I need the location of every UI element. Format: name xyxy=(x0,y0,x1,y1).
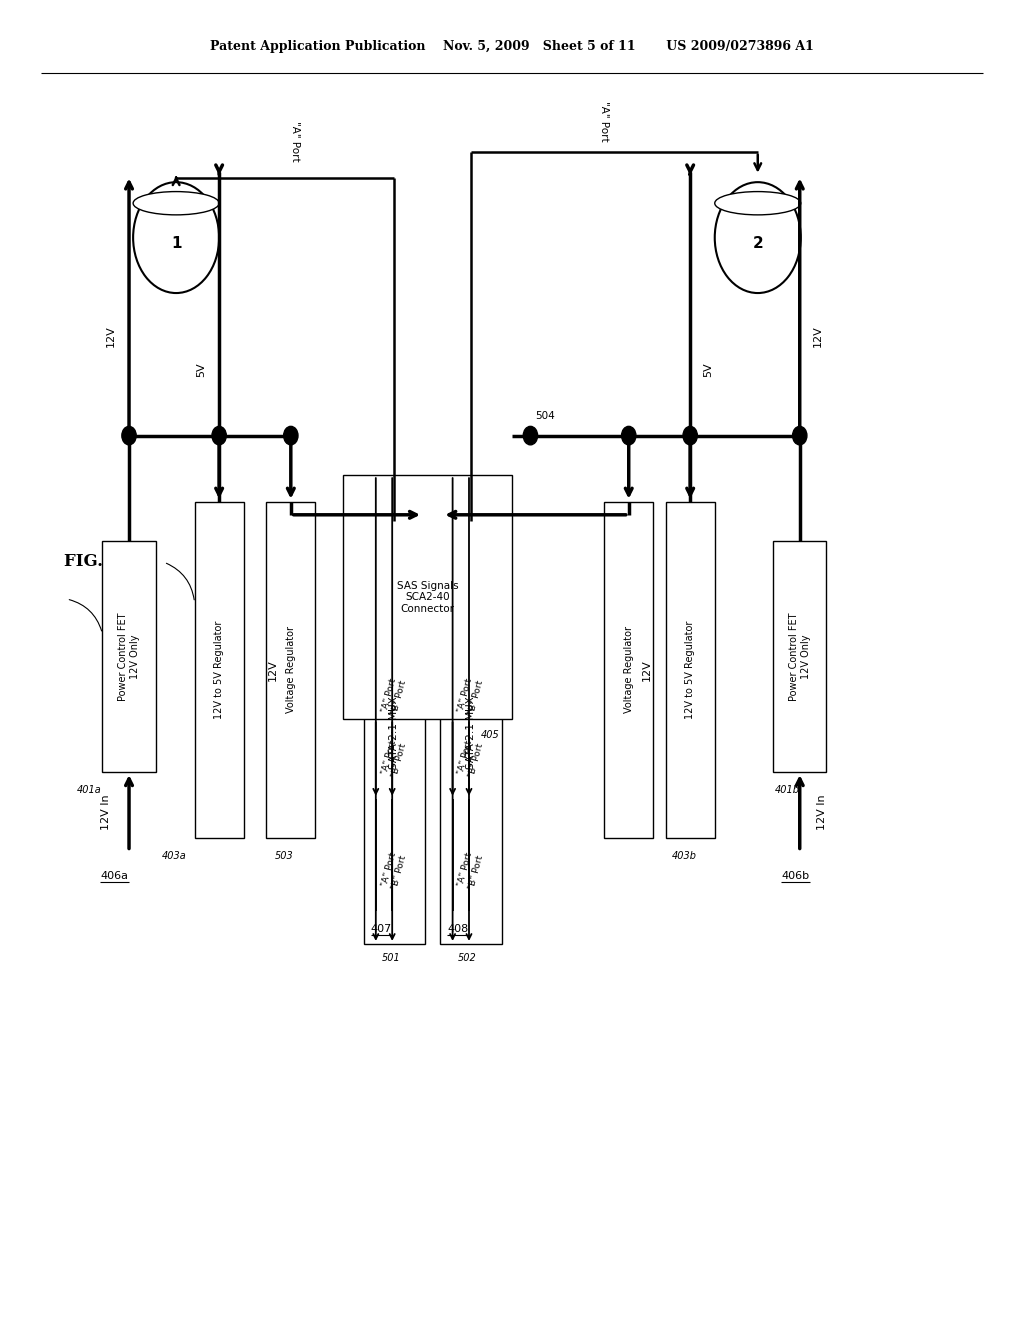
Text: Voltage Regulator: Voltage Regulator xyxy=(286,627,296,713)
Text: 403b: 403b xyxy=(672,851,696,862)
Circle shape xyxy=(622,426,636,445)
Text: 12V: 12V xyxy=(105,326,116,347)
Text: 401a: 401a xyxy=(77,785,101,796)
Circle shape xyxy=(284,426,298,445)
Circle shape xyxy=(715,182,801,293)
Text: SATA 2:1 MUX: SATA 2:1 MUX xyxy=(466,696,476,770)
Text: 406a: 406a xyxy=(100,871,128,882)
Text: 406b: 406b xyxy=(781,871,809,882)
Text: 405: 405 xyxy=(481,730,500,741)
Text: 5V: 5V xyxy=(703,362,714,378)
FancyBboxPatch shape xyxy=(773,541,826,772)
Text: FIG. 5: FIG. 5 xyxy=(65,553,120,569)
Ellipse shape xyxy=(715,191,801,215)
FancyBboxPatch shape xyxy=(440,521,502,944)
Text: Voltage Regulator: Voltage Regulator xyxy=(624,627,634,713)
Text: 504: 504 xyxy=(536,411,555,421)
Circle shape xyxy=(793,426,807,445)
Text: Power Control FET
12V Only: Power Control FET 12V Only xyxy=(118,612,140,701)
Text: 401b: 401b xyxy=(775,785,800,796)
Text: 408: 408 xyxy=(447,924,469,935)
Text: 403a: 403a xyxy=(162,851,186,862)
Text: 12V: 12V xyxy=(642,659,652,681)
Text: "A" Port
"B" Port: "A" Port "B" Port xyxy=(380,851,408,891)
Circle shape xyxy=(122,426,136,445)
Text: "A" Port
"B" Port: "A" Port "B" Port xyxy=(380,739,408,779)
Text: "A" Port
"B" Port: "A" Port "B" Port xyxy=(457,677,484,715)
FancyBboxPatch shape xyxy=(343,475,512,719)
Circle shape xyxy=(133,182,219,293)
FancyBboxPatch shape xyxy=(195,502,244,838)
FancyBboxPatch shape xyxy=(666,502,715,838)
Circle shape xyxy=(523,426,538,445)
Text: 1: 1 xyxy=(171,236,181,251)
Text: 12V: 12V xyxy=(267,659,278,681)
Text: 12V In: 12V In xyxy=(817,795,827,829)
Text: 2: 2 xyxy=(753,236,763,251)
Circle shape xyxy=(683,426,697,445)
Text: 501: 501 xyxy=(382,953,400,964)
Text: 12V In: 12V In xyxy=(101,795,112,829)
Text: 12V to 5V Regulator: 12V to 5V Regulator xyxy=(214,620,224,719)
FancyBboxPatch shape xyxy=(266,502,315,838)
Circle shape xyxy=(212,426,226,445)
Text: Power Control FET
12V Only: Power Control FET 12V Only xyxy=(788,612,811,701)
FancyBboxPatch shape xyxy=(364,521,425,944)
Ellipse shape xyxy=(133,191,219,215)
Text: "A" Port: "A" Port xyxy=(291,121,300,161)
Text: 5V: 5V xyxy=(196,362,206,378)
FancyBboxPatch shape xyxy=(102,541,156,772)
Text: "A" Port
"B" Port: "A" Port "B" Port xyxy=(380,677,408,715)
Text: 503: 503 xyxy=(274,851,293,862)
Text: Patent Application Publication    Nov. 5, 2009   Sheet 5 of 11       US 2009/027: Patent Application Publication Nov. 5, 2… xyxy=(210,40,814,53)
Text: 12V to 5V Regulator: 12V to 5V Regulator xyxy=(685,620,695,719)
Text: SAS Signals
SCA2-40
Connector: SAS Signals SCA2-40 Connector xyxy=(396,581,459,614)
Text: 502: 502 xyxy=(458,953,476,964)
FancyBboxPatch shape xyxy=(604,502,653,838)
Text: "A" Port: "A" Port xyxy=(599,102,609,141)
Text: SATA 2:1 MUX: SATA 2:1 MUX xyxy=(389,696,399,770)
Text: "A" Port
"B" Port: "A" Port "B" Port xyxy=(457,851,484,891)
Text: "A" Port
"B" Port: "A" Port "B" Port xyxy=(457,739,484,779)
Text: 12V: 12V xyxy=(813,326,823,347)
Text: 407: 407 xyxy=(371,924,392,935)
